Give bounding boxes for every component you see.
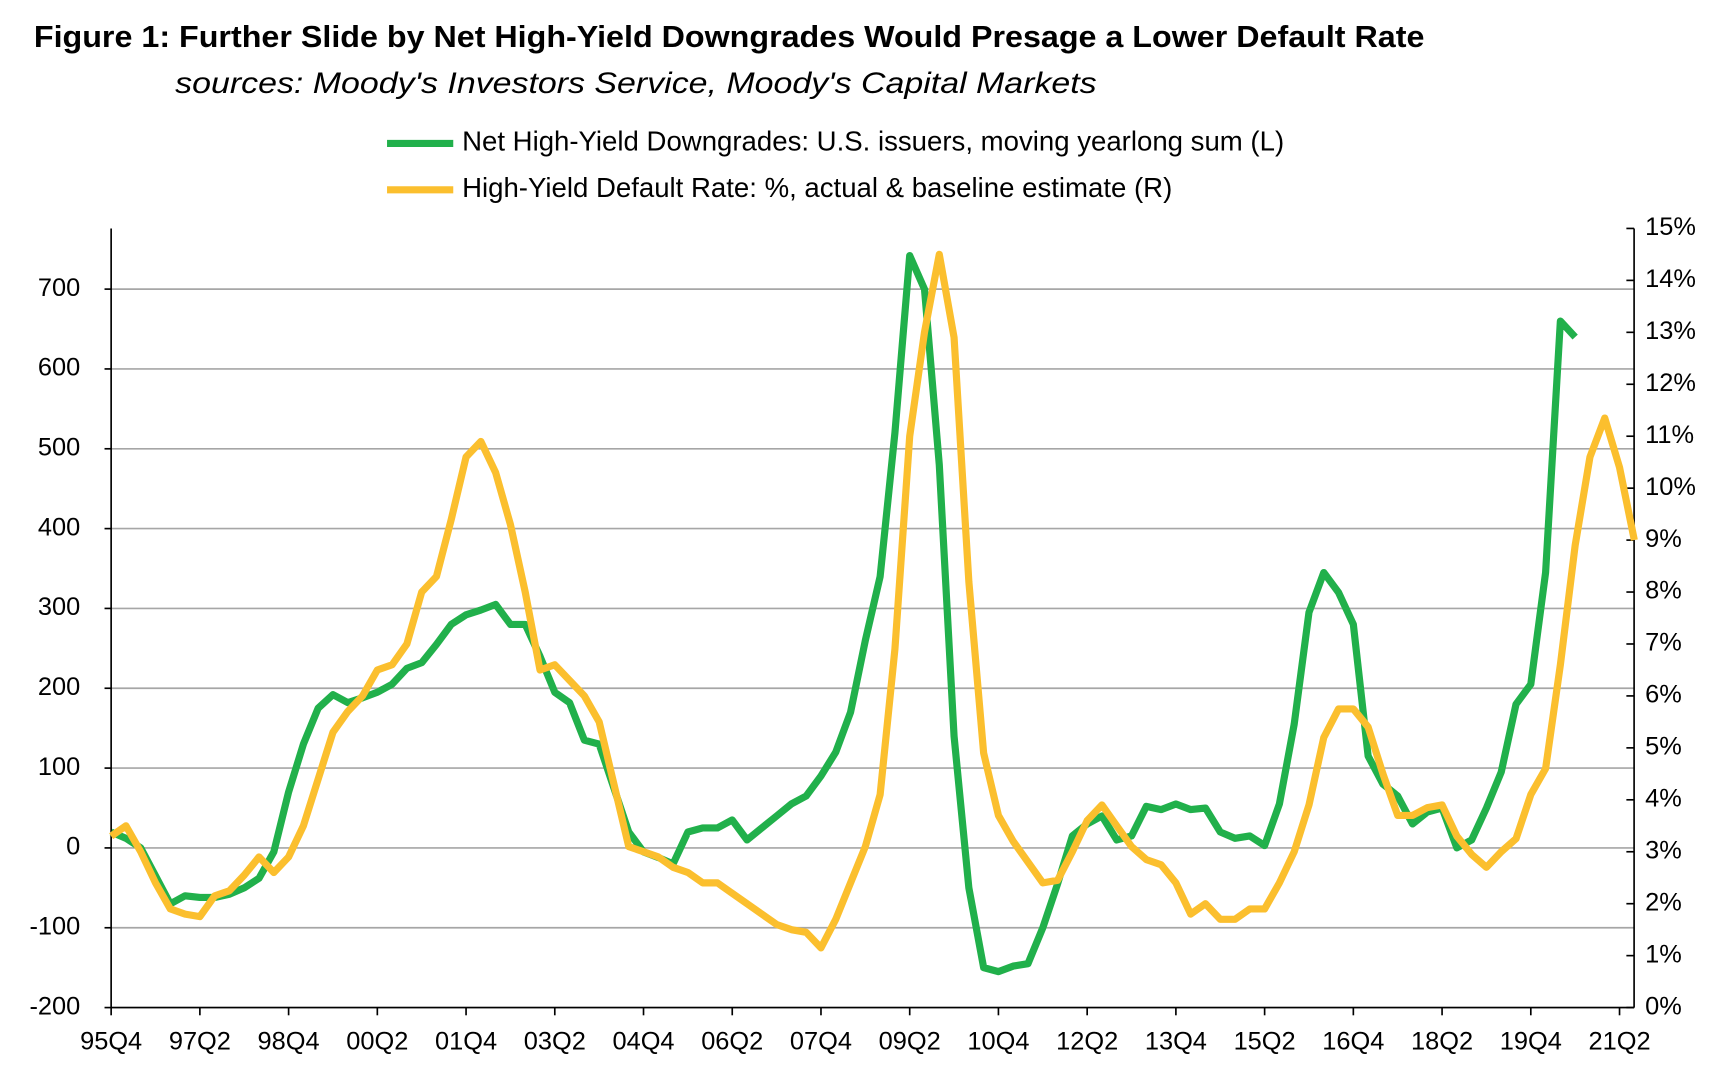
x-tick-label: 18Q2 <box>1411 1028 1473 1056</box>
x-tick-label: 12Q2 <box>1056 1028 1118 1056</box>
x-tick-label: 95Q4 <box>80 1028 142 1056</box>
legend-label: High-Yield Default Rate: %, actual & bas… <box>462 172 1172 203</box>
y2-tick-label: 14% <box>1645 265 1696 293</box>
x-tick-label: 07Q4 <box>790 1028 852 1056</box>
x-tick-label: 10Q4 <box>967 1028 1029 1056</box>
x-tick-label: 97Q2 <box>169 1028 231 1056</box>
x-tick-label: 03Q2 <box>524 1028 586 1056</box>
series-line <box>109 250 1638 952</box>
y2-tick-label: 6% <box>1645 681 1682 709</box>
y2-tick-label: 8% <box>1645 577 1682 605</box>
y-tick-label: -200 <box>29 992 80 1020</box>
y-tick-label: 500 <box>38 433 80 461</box>
y-tick-label: -100 <box>29 912 80 940</box>
y-tick-label: 400 <box>38 513 80 541</box>
x-tick-label: 06Q2 <box>701 1028 763 1056</box>
x-tick-label: 16Q4 <box>1322 1028 1384 1056</box>
chart-title: Figure 1: Further Slide by Net High-Yiel… <box>34 19 1425 54</box>
y2-tick-label: 15% <box>1645 213 1696 241</box>
y2-tick-label: 10% <box>1645 473 1696 501</box>
chart-subtitle: sources: Moody's Investors Service, Mood… <box>175 67 1097 100</box>
y2-tick-label: 0% <box>1645 992 1682 1020</box>
y2-tick-label: 7% <box>1645 629 1682 657</box>
y-tick-label: 200 <box>38 673 80 701</box>
x-tick-label: 98Q4 <box>258 1028 320 1056</box>
y-tick-label: 600 <box>38 354 80 382</box>
x-tick-label: 13Q4 <box>1145 1028 1207 1056</box>
y2-tick-label: 4% <box>1645 785 1682 813</box>
y-tick-label: 300 <box>38 593 80 621</box>
x-tick-label: 19Q4 <box>1500 1028 1562 1056</box>
y-tick-label: 100 <box>38 753 80 781</box>
y2-tick-label: 2% <box>1645 888 1682 916</box>
y2-tick-label: 3% <box>1645 836 1682 864</box>
legend-label: Net High-Yield Downgrades: U.S. issuers,… <box>462 126 1284 157</box>
y2-tick-label: 1% <box>1645 940 1682 968</box>
y2-tick-label: 11% <box>1645 421 1694 449</box>
y2-tick-label: 13% <box>1645 317 1696 345</box>
x-tick-label: 21Q2 <box>1588 1028 1650 1056</box>
x-tick-label: 09Q2 <box>879 1028 941 1056</box>
y2-tick-label: 5% <box>1645 733 1682 761</box>
x-tick-label: 00Q2 <box>346 1028 408 1056</box>
y-tick-label: 700 <box>38 274 80 302</box>
series-line <box>109 252 1578 976</box>
y2-tick-label: 12% <box>1645 369 1696 397</box>
y-tick-label: 0 <box>66 833 80 861</box>
y2-tick-label: 9% <box>1645 525 1682 553</box>
x-tick-label: 15Q2 <box>1234 1028 1296 1056</box>
x-tick-label: 04Q4 <box>612 1028 674 1056</box>
x-tick-label: 01Q4 <box>435 1028 497 1056</box>
